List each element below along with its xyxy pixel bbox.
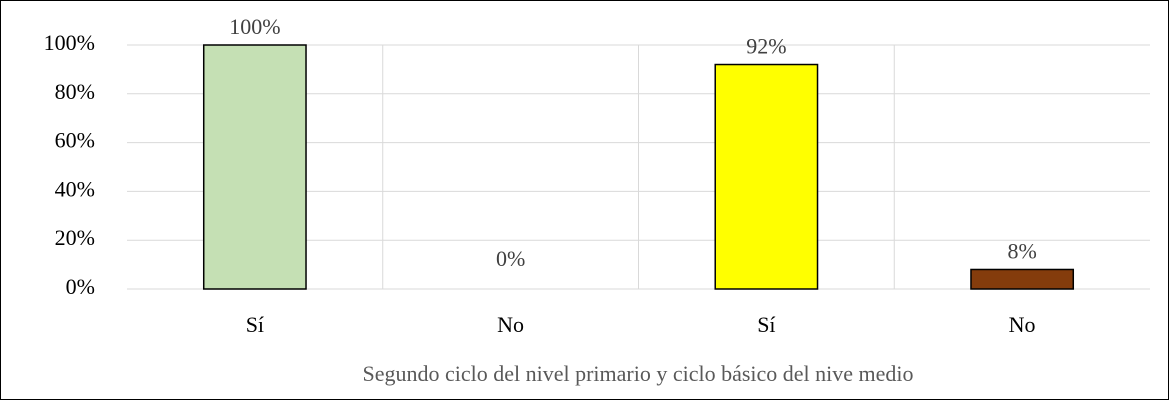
x-tick-label: No bbox=[1009, 312, 1036, 337]
y-tick-label: 100% bbox=[44, 30, 95, 55]
x-tick-label: No bbox=[497, 312, 524, 337]
bar bbox=[202, 44, 307, 290]
y-tick-label: 40% bbox=[55, 176, 95, 201]
value-label: 8% bbox=[1007, 239, 1036, 264]
y-tick-label: 20% bbox=[55, 225, 95, 250]
x-axis-label: Segundo ciclo del nivel primario y ciclo… bbox=[362, 361, 913, 386]
y-tick-label: 0% bbox=[66, 274, 95, 299]
y-tick-label: 60% bbox=[55, 128, 95, 153]
value-label: 0% bbox=[496, 246, 525, 271]
bar bbox=[714, 63, 819, 290]
bar bbox=[970, 268, 1075, 290]
value-label: 100% bbox=[229, 14, 280, 39]
value-label: 92% bbox=[746, 34, 786, 59]
x-tick-label: Sí bbox=[757, 312, 775, 337]
y-tick-label: 80% bbox=[55, 79, 95, 104]
x-tick-label: Sí bbox=[246, 312, 264, 337]
